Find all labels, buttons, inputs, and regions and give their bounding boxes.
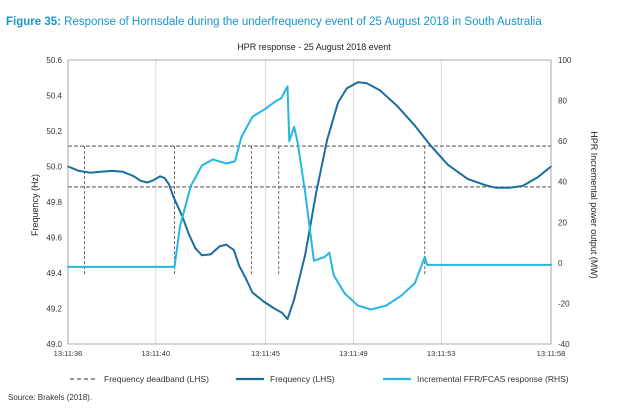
y-right-tick-label: 60 [558,137,567,146]
x-tick-label: 13:11:45 [251,349,280,358]
y-right-tick-label: 20 [558,218,567,227]
y-axis-left-label: Frequency (Hz) [30,174,40,236]
chart-legend: Frequency deadband (LHS) Frequency (LHS) I… [70,374,569,384]
legend-label: Incremental FFR/FCAS response (RHS) [417,374,569,384]
x-tick-label: 13:11:49 [339,349,368,358]
figure-number: Figure 35: [6,16,61,28]
x-tick-label: 13:11:40 [141,349,170,358]
y-left-tick-label: 50.6 [46,56,62,65]
figure-title: Figure 35: Response of Hornsdale during … [6,16,542,28]
y-right-tick-label: 40 [558,178,567,187]
y-left-tick-label: 49.8 [46,198,62,207]
x-tick-label: 13:11:36 [54,349,83,358]
y-right-tick-label: 100 [558,56,572,65]
plot-frame [67,59,552,345]
y-right-tick-label: 0 [558,259,563,268]
ffr-fcas-series-line [67,85,552,311]
y-left-tick-label: 49.0 [46,340,62,349]
y-left-tick-label: 50.0 [46,163,62,172]
y-right-tick-label: 80 [558,97,567,106]
y-left-tick-label: 50.4 [46,92,62,101]
frequency-series-line [67,81,552,321]
y-left-tick-label: 49.4 [46,269,62,278]
y-right-tick-label: -40 [558,340,570,349]
source-note: Source: Brakels (2018). [8,393,93,402]
figure-caption: Response of Hornsdale during the underfr… [64,16,542,28]
y-left-tick-label: 49.6 [46,234,62,243]
legend-label: Frequency (LHS) [270,374,335,384]
y-left-tick-label: 50.2 [46,127,62,136]
x-tick-label: 13:11:58 [537,349,566,358]
y-right-tick-label: -20 [558,299,570,308]
legend-label: Frequency deadband (LHS) [104,374,209,384]
y-left-tick-label: 49.2 [46,305,62,314]
x-tick-label: 13:11:53 [427,349,456,358]
chart-title: HPR response - 25 August 2018 event [237,42,391,52]
y-axis-right-label: HPR Incremental power output (MW) [589,131,599,279]
